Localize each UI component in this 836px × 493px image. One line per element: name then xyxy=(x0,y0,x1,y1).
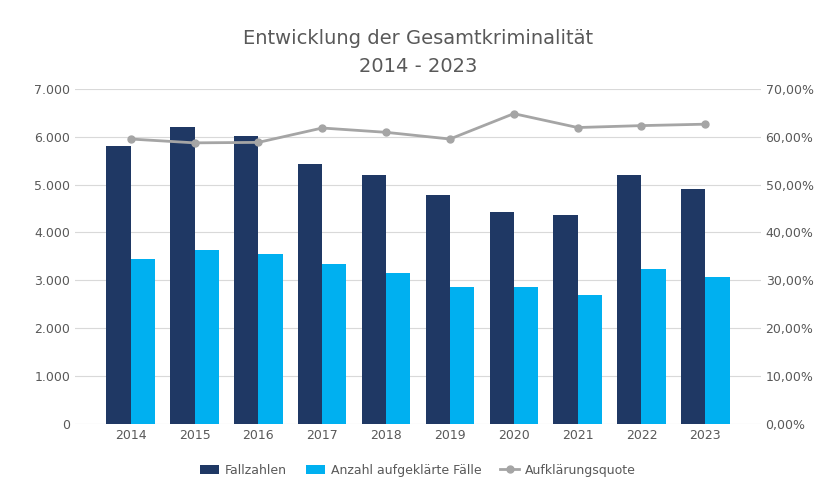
Bar xyxy=(578,295,602,424)
Bar xyxy=(298,164,322,424)
Aufklärungsquote xyxy=(701,121,711,127)
Aufklärungsquote xyxy=(317,125,327,131)
Bar xyxy=(514,286,538,424)
Aufklärungsquote xyxy=(253,140,263,145)
Aufklärungsquote xyxy=(573,125,583,131)
Bar xyxy=(681,189,706,424)
Bar xyxy=(641,269,665,424)
Aufklärungsquote xyxy=(445,136,455,142)
Bar xyxy=(195,249,219,424)
Bar xyxy=(617,175,641,424)
Bar xyxy=(490,212,514,424)
Bar xyxy=(130,259,155,424)
Aufklärungsquote xyxy=(381,129,391,135)
Bar xyxy=(450,287,474,424)
Bar xyxy=(234,136,258,424)
Bar xyxy=(553,215,578,424)
Bar xyxy=(386,273,410,424)
Bar xyxy=(706,277,730,424)
Aufklärungsquote xyxy=(190,140,200,146)
Aufklärungsquote xyxy=(636,123,646,129)
Title: Entwicklung der Gesamtkriminalität
2014 - 2023: Entwicklung der Gesamtkriminalität 2014 … xyxy=(243,29,593,76)
Bar xyxy=(106,146,130,424)
Legend: Fallzahlen, Anzahl aufgeklärte Fälle, Aufklärungsquote: Fallzahlen, Anzahl aufgeklärte Fälle, Au… xyxy=(195,459,641,482)
Line: Aufklärungsquote: Aufklärungsquote xyxy=(127,110,709,146)
Bar xyxy=(322,264,346,424)
Bar xyxy=(362,176,386,424)
Bar xyxy=(426,195,450,424)
Aufklärungsquote xyxy=(125,136,135,142)
Bar xyxy=(171,127,195,424)
Bar xyxy=(258,254,283,424)
Aufklärungsquote xyxy=(509,111,519,117)
